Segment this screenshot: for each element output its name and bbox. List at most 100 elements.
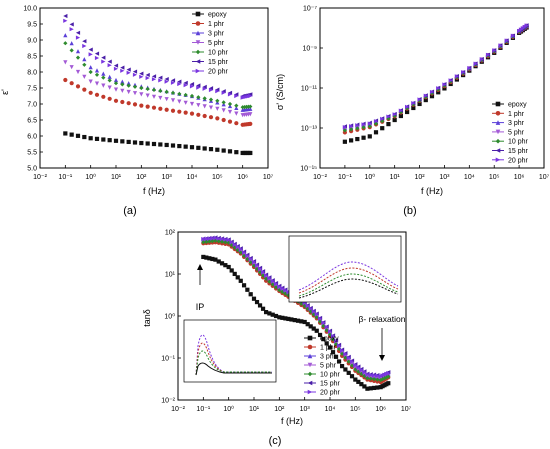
y-tick-label-c: 10¹	[165, 272, 176, 279]
data-point	[183, 80, 188, 85]
data-point	[132, 69, 138, 74]
data-point	[367, 134, 372, 139]
data-point	[380, 116, 385, 121]
x-tick-label-b: 10⁵	[489, 174, 500, 181]
data-point	[216, 259, 221, 264]
data-point	[196, 112, 201, 117]
data-point	[386, 122, 391, 127]
data-point	[216, 239, 221, 244]
data-point	[63, 18, 68, 23]
x-tick-label-a: 10⁴	[187, 174, 198, 181]
data-point	[63, 13, 68, 19]
data-point	[120, 65, 125, 70]
data-point	[196, 95, 201, 100]
data-point	[94, 136, 100, 141]
data-point	[183, 110, 188, 115]
data-point	[343, 367, 348, 372]
data-point	[248, 121, 253, 126]
data-point	[88, 52, 93, 57]
data-point	[75, 35, 81, 40]
data-point	[210, 236, 215, 241]
data-point	[423, 93, 428, 98]
chart-b: 10⁻² 10⁻¹ 10⁰ 10¹ 10² 10³ 10⁴ 10⁵ 10⁶ 10⁷ 10⁻¹⁵ 10⁻…	[275, 6, 550, 218]
data-point	[342, 139, 347, 144]
data-point	[113, 77, 119, 83]
data-point	[235, 244, 240, 249]
data-point	[355, 136, 360, 142]
data-point	[343, 351, 348, 357]
data-point	[107, 59, 112, 64]
data-point	[113, 66, 119, 71]
data-point	[479, 57, 484, 62]
data-point	[283, 291, 288, 296]
data-point	[371, 385, 377, 391]
data-point	[368, 386, 373, 391]
y-tick-label-a: 8.0	[27, 70, 37, 77]
legend-marker	[495, 138, 501, 144]
ylabel-a: ε'	[0, 89, 10, 95]
legend-marker	[307, 335, 313, 341]
data-point	[305, 322, 310, 327]
data-point	[423, 97, 428, 103]
data-point	[101, 75, 106, 80]
data-point	[88, 65, 93, 70]
annotation-ip: IP	[196, 302, 205, 312]
data-point	[219, 261, 225, 266]
data-point	[207, 236, 212, 241]
data-point	[164, 76, 169, 82]
data-point	[94, 55, 100, 61]
data-point	[398, 109, 403, 115]
data-point	[196, 145, 201, 150]
data-point	[219, 239, 225, 244]
data-point	[248, 256, 253, 261]
legend-marker	[495, 148, 501, 153]
data-point	[273, 285, 279, 290]
data-point	[356, 379, 361, 384]
series-5phr-a	[63, 60, 253, 118]
data-point	[248, 260, 253, 265]
data-point	[321, 320, 326, 325]
data-point	[232, 271, 237, 277]
data-point	[101, 83, 106, 88]
data-point	[355, 126, 360, 131]
legend-marker	[307, 371, 313, 377]
legend-label: 1 phr	[508, 111, 525, 118]
data-point	[280, 315, 285, 320]
marks-c	[201, 235, 391, 391]
series-epoxy-c	[201, 254, 391, 391]
data-point	[204, 236, 209, 241]
data-point	[280, 286, 285, 291]
data-point	[75, 55, 81, 60]
data-point	[201, 254, 206, 260]
data-point	[63, 60, 68, 65]
data-point	[177, 143, 182, 149]
data-point	[202, 86, 207, 91]
data-point	[302, 319, 307, 325]
x-tick-label-c: 10⁰	[223, 405, 234, 413]
data-point	[248, 92, 253, 97]
data-point	[145, 93, 150, 98]
data-point	[234, 111, 239, 116]
data-point	[69, 27, 74, 32]
legend-marker	[495, 157, 501, 163]
data-point	[88, 136, 93, 141]
data-point	[504, 38, 509, 43]
data-point	[183, 100, 188, 105]
data-point	[229, 240, 234, 245]
data-point	[234, 105, 239, 111]
legend-marker	[195, 40, 201, 45]
data-point	[196, 83, 201, 88]
data-point	[234, 150, 239, 155]
data-point	[333, 338, 339, 343]
y-tick-label-c: 10⁻¹	[161, 356, 175, 363]
y-tick-label-b: 10⁻¹¹	[301, 86, 318, 93]
legend-label: 5 phr	[320, 363, 337, 370]
x-tick-label-c: 10⁵	[350, 406, 361, 413]
data-point	[245, 253, 250, 258]
data-point	[321, 337, 326, 342]
data-point	[327, 329, 333, 334]
legend-marker	[195, 49, 201, 55]
data-point	[145, 104, 150, 109]
legend-label: 10 phr	[208, 50, 229, 57]
data-point	[359, 367, 364, 372]
